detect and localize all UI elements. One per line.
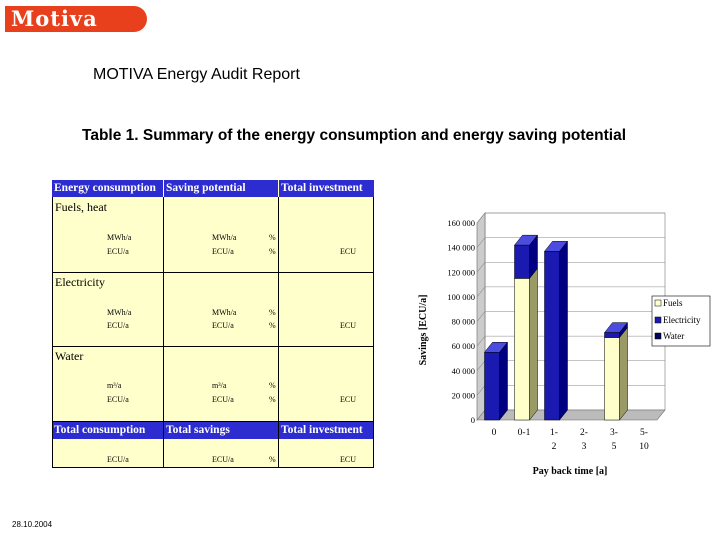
- electricity-percent-1: %: [269, 308, 276, 317]
- legend-label-water: Water: [663, 331, 684, 341]
- legend-swatch-water: [654, 332, 662, 340]
- bar-electricity-side: [499, 341, 508, 421]
- bar-electricity-side: [559, 240, 568, 421]
- water-saving-unit-2: ECU/a: [212, 395, 234, 404]
- legend-swatch-electricity: [654, 316, 662, 324]
- y-gridline: [476, 237, 665, 248]
- table-title: Table 1. Summary of the energy consumpti…: [82, 127, 627, 144]
- y-tick-label: 40 000: [452, 366, 475, 376]
- chart-labels: 0 20 000 40 000 60 000 80 000 100 000 120 000 1…: [447, 218, 649, 452]
- bar-fuels-side: [529, 267, 538, 421]
- total-savings-unit: ECU/a: [212, 455, 234, 464]
- fuels-percent-1: %: [269, 233, 276, 242]
- fuels-unit-1: MWh/a: [107, 233, 132, 242]
- y-axis-title: Savings [ECU/a]: [418, 295, 429, 366]
- header-saving-potential: Saving potential: [164, 180, 278, 197]
- y-tick-label: 20 000: [452, 390, 475, 400]
- electricity-percent-2: %: [269, 321, 276, 330]
- col-divider: [373, 197, 374, 468]
- electricity-saving-unit-1: MWh/a: [212, 308, 237, 317]
- y-gridline: [476, 261, 665, 273]
- header-energy-consumption: Energy consumption: [52, 180, 163, 197]
- payback-bar-chart: 0 20 000 40 000 60 000 80 000 100 000 120 000 1…: [418, 212, 711, 477]
- chart-bars: [483, 234, 629, 421]
- bar-electricity: [514, 244, 530, 279]
- header-total-consumption: Total consumption: [52, 422, 163, 439]
- x-tick-label: 3: [582, 442, 587, 452]
- fuels-saving-unit-2: ECU/a: [212, 247, 234, 256]
- bar-electricity: [544, 251, 560, 421]
- electricity-unit-2: ECU/a: [107, 321, 129, 330]
- water-unit-1: m³/a: [107, 381, 122, 390]
- y-tick-label: 160 000: [447, 218, 475, 228]
- fuels-percent-2: %: [269, 247, 276, 256]
- water-investment-unit: ECU: [340, 395, 356, 404]
- y-tick-label: 80 000: [452, 317, 475, 327]
- legend-box: [651, 295, 711, 347]
- header-total-investment-2: Total investment: [279, 422, 374, 439]
- section-label-fuels: Fuels, heat: [55, 200, 107, 214]
- y-tick-label: 60 000: [452, 341, 475, 351]
- row-divider: [52, 421, 374, 422]
- row-divider: [52, 346, 374, 347]
- bar-fuels: [604, 337, 620, 421]
- x-tick-label: 0: [492, 428, 497, 438]
- chart-legend: Fuels Electricity Water: [651, 295, 711, 347]
- y-gridline: [476, 311, 665, 322]
- water-saving-unit-1: m³/a: [212, 381, 227, 390]
- header-total-investment: Total investment: [279, 180, 374, 197]
- electricity-saving-unit-2: ECU/a: [212, 321, 234, 330]
- water-percent-2: %: [269, 395, 276, 404]
- x-tick-label: 0-1: [518, 428, 531, 438]
- x-axis-title: Pay back time [a]: [533, 466, 608, 477]
- section-label-electricity: Electricity: [55, 275, 105, 289]
- bar-fuels: [514, 278, 530, 421]
- col-divider: [278, 197, 279, 468]
- x-tick-label: 5-: [640, 428, 648, 438]
- fuels-investment-unit: ECU: [340, 247, 356, 256]
- water-unit-2: ECU/a: [107, 395, 129, 404]
- col-divider: [52, 197, 53, 468]
- row-divider: [52, 272, 374, 273]
- fuels-unit-2: ECU/a: [107, 247, 129, 256]
- motiva-logo: Motiva: [5, 6, 147, 32]
- x-tick-label: 2: [552, 442, 557, 452]
- total-consumption-unit: ECU/a: [107, 455, 129, 464]
- y-gridline: [476, 212, 665, 224]
- x-tick-label: 3-: [610, 428, 618, 438]
- legend-label-electricity: Electricity: [663, 315, 701, 325]
- y-tick-label: 100 000: [447, 292, 475, 302]
- section-label-water: Water: [55, 349, 84, 363]
- y-tick-label: 140 000: [447, 243, 475, 253]
- report-title: MOTIVA Energy Audit Report: [93, 66, 300, 83]
- total-investment-unit: ECU: [340, 455, 356, 464]
- y-tick-label: 0: [471, 415, 475, 425]
- x-tick-label: 5: [612, 442, 617, 452]
- fuels-saving-unit-1: MWh/a: [212, 233, 237, 242]
- electricity-investment-unit: ECU: [340, 321, 356, 330]
- header-total-savings: Total savings: [164, 422, 278, 439]
- legend-label-fuels: Fuels: [663, 298, 683, 308]
- bar-fuels-side: [619, 326, 628, 421]
- col-divider: [163, 197, 164, 468]
- x-tick-label: 2-: [580, 428, 588, 438]
- electricity-unit-1: MWh/a: [107, 308, 132, 317]
- x-tick-label: 10: [639, 442, 649, 452]
- water-percent-1: %: [269, 381, 276, 390]
- y-gridline: [476, 286, 665, 298]
- bar-electricity: [604, 332, 620, 338]
- total-savings-percent: %: [269, 455, 276, 464]
- y-tick-label: 120 000: [447, 267, 475, 277]
- bar-electricity: [484, 352, 500, 421]
- summary-table: Energy consumption Saving potential Tota…: [52, 180, 374, 468]
- legend-swatch-fuels: [654, 299, 662, 307]
- date-footer: 28.10.2004: [12, 520, 53, 529]
- row-divider: [52, 467, 374, 468]
- x-tick-label: 1-: [550, 428, 558, 438]
